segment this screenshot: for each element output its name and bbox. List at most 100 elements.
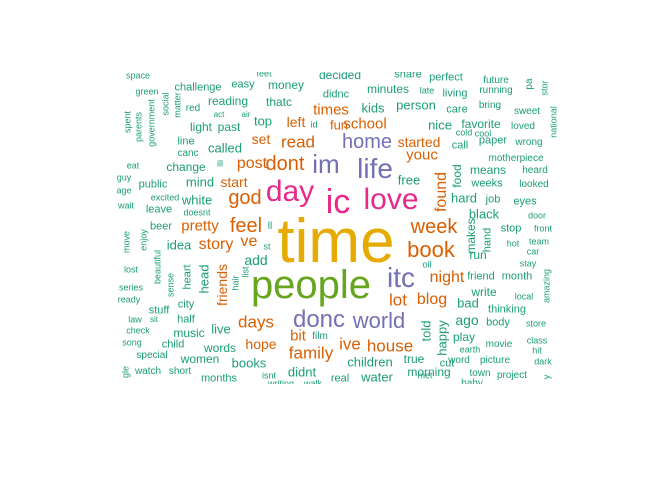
word-donc: donc (292, 306, 346, 333)
word-means: means (469, 163, 507, 177)
word-oil: oil (422, 259, 432, 270)
word-pretty: pretty (181, 217, 219, 235)
word-cold: cold (455, 127, 473, 138)
word-play: play (452, 330, 476, 344)
word-leave: leave (145, 203, 173, 216)
word-looked: looked (519, 179, 549, 190)
word-isnt: isnt (261, 370, 277, 381)
word-dont: dont (265, 153, 305, 175)
word-happy: happy (434, 320, 450, 356)
word-house: house (366, 336, 414, 356)
word-watch: watch (134, 366, 162, 377)
word-special: special (136, 350, 168, 361)
word-sense: sense (165, 272, 176, 298)
word-school: school (343, 115, 387, 133)
word-times: times (313, 101, 349, 119)
word-cool: cool (474, 128, 492, 139)
word-idea: idea (166, 237, 192, 253)
word-run: run (469, 248, 487, 262)
word-hit: hit (532, 345, 542, 356)
word-hard: hard (450, 190, 478, 206)
word-y: y (541, 374, 552, 380)
word-ive: ive (339, 334, 361, 354)
word-parents: parents (133, 111, 144, 143)
word-wait: wait (117, 200, 135, 211)
word-move: move (121, 230, 132, 254)
word-add: add (244, 252, 268, 268)
word-ve: ve (240, 233, 258, 250)
word-lot: lot (389, 290, 407, 310)
word-told: told (418, 320, 434, 342)
word-post: post (236, 155, 268, 172)
word-true: true (403, 352, 425, 366)
word-hot: hot (506, 238, 520, 249)
word-amazing: amazing (541, 268, 552, 304)
word-children: children (347, 354, 393, 370)
word-water: water (361, 369, 393, 384)
word-pa: pa (524, 78, 535, 90)
word-home: home (341, 131, 393, 153)
word-week: week (410, 216, 458, 238)
word-friends: friends (214, 263, 230, 307)
word-money: money (267, 78, 305, 92)
word-short: short (168, 366, 192, 377)
word-id: id (310, 119, 318, 130)
word-god: god (228, 187, 262, 209)
word-word: word (448, 355, 470, 366)
word-act: act (213, 110, 225, 119)
word-months: months (200, 372, 238, 384)
word-beer: beer (149, 220, 173, 233)
word-ready: ready (117, 294, 141, 305)
word-minutes: minutes (366, 82, 410, 96)
word-fun: fun (329, 117, 349, 133)
word-doesnt: doesnt (183, 207, 211, 218)
word-night: night (429, 269, 465, 286)
word-front: front (533, 223, 553, 234)
word-team: team (528, 236, 550, 247)
word-national: national (548, 106, 559, 138)
word-im: im (312, 149, 340, 179)
word-air: air (241, 110, 251, 119)
word-running: running (479, 85, 513, 96)
word-light: light (189, 120, 213, 134)
word-youc: youc (406, 146, 438, 164)
word-motherpiece: motherpiece (488, 153, 544, 164)
word-left: left (286, 114, 306, 130)
word-late: late (419, 85, 435, 96)
word-hand: hand (481, 227, 494, 253)
word-door: door (527, 210, 547, 221)
word-music: music (173, 326, 205, 340)
word-loved: loved (511, 121, 535, 132)
word-life: life (357, 153, 393, 184)
word-picture: picture (479, 355, 511, 366)
word-cloud: time people ic day love itc life im donc world hom… (112, 72, 560, 384)
word-age: age (116, 185, 132, 196)
word-feet: feet (256, 72, 272, 79)
word-white: white (181, 192, 213, 208)
word-words: words (203, 341, 237, 355)
word-feel: feel (229, 215, 263, 237)
word-stop: stop (500, 222, 522, 235)
word-project: project (496, 370, 528, 381)
word-love: love (363, 183, 419, 216)
word-cut: cut (439, 357, 455, 370)
word-wrong: wrong (515, 137, 543, 148)
word-writing: writing (267, 378, 295, 384)
word-free: free (397, 172, 421, 188)
word-real: real (330, 372, 350, 384)
word-hope: hope (245, 336, 277, 352)
word-ago: ago (455, 312, 479, 328)
word-lost: lost (123, 264, 139, 275)
word-favorite: favorite (461, 117, 501, 131)
word-sweet: sweet (513, 106, 541, 117)
word-nice: nice (428, 117, 452, 133)
word-kids: kids (361, 100, 385, 116)
word-series: series (118, 282, 144, 293)
word-ll: ll (267, 221, 273, 232)
word-bad: bad (457, 295, 479, 311)
word-morning: morning (407, 365, 451, 379)
word-paper: paper (478, 134, 508, 147)
word-set: set (251, 131, 271, 147)
word-write: write (471, 285, 497, 299)
word-challenge: challenge (174, 81, 222, 94)
